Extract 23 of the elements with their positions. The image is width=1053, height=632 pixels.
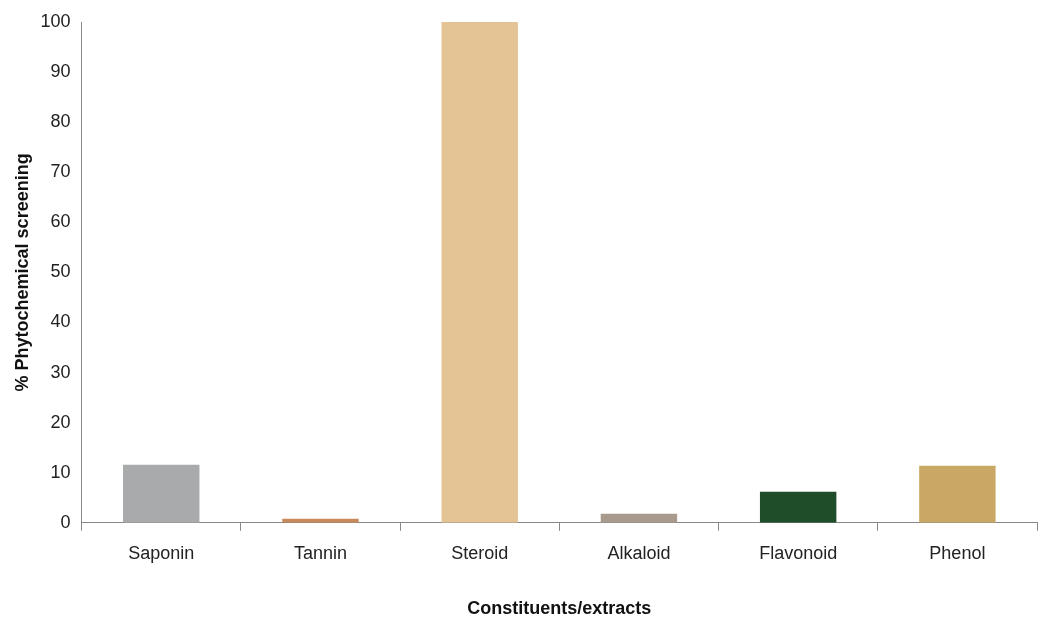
x-tick-label: Phenol bbox=[929, 542, 986, 563]
bar bbox=[441, 22, 518, 523]
y-tick-label: 80 bbox=[50, 111, 71, 132]
y-tick-label: 10 bbox=[50, 461, 71, 482]
bar bbox=[123, 464, 200, 523]
y-tick-label: 20 bbox=[50, 411, 71, 432]
y-tick-label: 60 bbox=[50, 211, 71, 232]
y-tick-label: 100 bbox=[40, 10, 71, 31]
y-tick-label: 50 bbox=[50, 261, 71, 282]
bar bbox=[759, 491, 837, 523]
bar bbox=[919, 465, 996, 523]
x-tick-label: Tannin bbox=[293, 542, 347, 563]
y-tick-label: 40 bbox=[50, 311, 71, 332]
y-tick-label: 0 bbox=[60, 511, 71, 532]
x-tick-label: Saponin bbox=[128, 542, 195, 563]
x-tick-label: Flavonoid bbox=[759, 542, 838, 563]
x-tick-label: Alkaloid bbox=[607, 542, 671, 563]
y-tick-label: 90 bbox=[50, 61, 71, 82]
y-tick-label: 30 bbox=[50, 361, 71, 382]
x-axis-title: Constituents/extracts bbox=[467, 598, 652, 619]
y-axis-title: % Phytochemical screening bbox=[11, 153, 32, 392]
y-tick-label: 70 bbox=[50, 161, 71, 182]
x-tick-label: Steroid bbox=[451, 542, 509, 563]
